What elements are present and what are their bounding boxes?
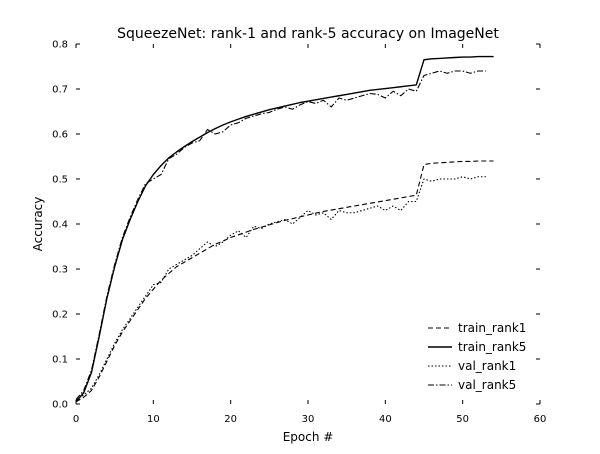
- y-tick-label: 0.0: [52, 400, 68, 411]
- y-tick-label: 0.3: [52, 265, 68, 276]
- chart-title: SqueezeNet: rank-1 and rank-5 accuracy o…: [117, 26, 499, 42]
- y-tick-label: 0.8: [52, 40, 68, 51]
- y-tick-label: 0.1: [52, 355, 68, 366]
- x-tick-label: 30: [302, 414, 315, 425]
- series-lines: [75, 55, 494, 403]
- x-tick-label: 40: [379, 414, 392, 425]
- axis-ticks: 0 10 20 30 40 50 60 0.0 0.1 0.2 0.3 0.4 0.5 0.6 0.7 0.8: [52, 40, 546, 426]
- legend: train_rank1 train_rank5 val_rank1 val_rank5: [428, 321, 526, 392]
- y-tick-label: 0.6: [52, 130, 68, 141]
- x-tick-label: 50: [456, 414, 469, 425]
- y-tick-label: 0.5: [52, 175, 68, 186]
- y-tick-label: 0.2: [52, 310, 68, 321]
- y-tick-label: 0.7: [52, 85, 68, 96]
- legend-label-val-rank5: val_rank5: [458, 378, 516, 392]
- series-line-val-rank5: [75, 70, 486, 400]
- legend-label-val-rank1: val_rank1: [458, 359, 516, 373]
- legend-label-train-rank5: train_rank5: [458, 340, 526, 354]
- x-tick-label: 0: [73, 414, 79, 425]
- series-line-val-rank1: [75, 176, 486, 400]
- legend-label-train-rank1: train_rank1: [458, 321, 526, 335]
- x-axis-label: Epoch #: [283, 430, 334, 444]
- series-line-train-rank1: [75, 160, 494, 403]
- x-tick-label: 10: [147, 414, 160, 425]
- x-tick-label: 60: [534, 414, 547, 425]
- x-tick-label: 20: [224, 414, 237, 425]
- y-tick-label: 0.4: [52, 220, 68, 231]
- y-axis-label: Accuracy: [31, 197, 45, 252]
- series-line-train-rank5: [75, 55, 494, 403]
